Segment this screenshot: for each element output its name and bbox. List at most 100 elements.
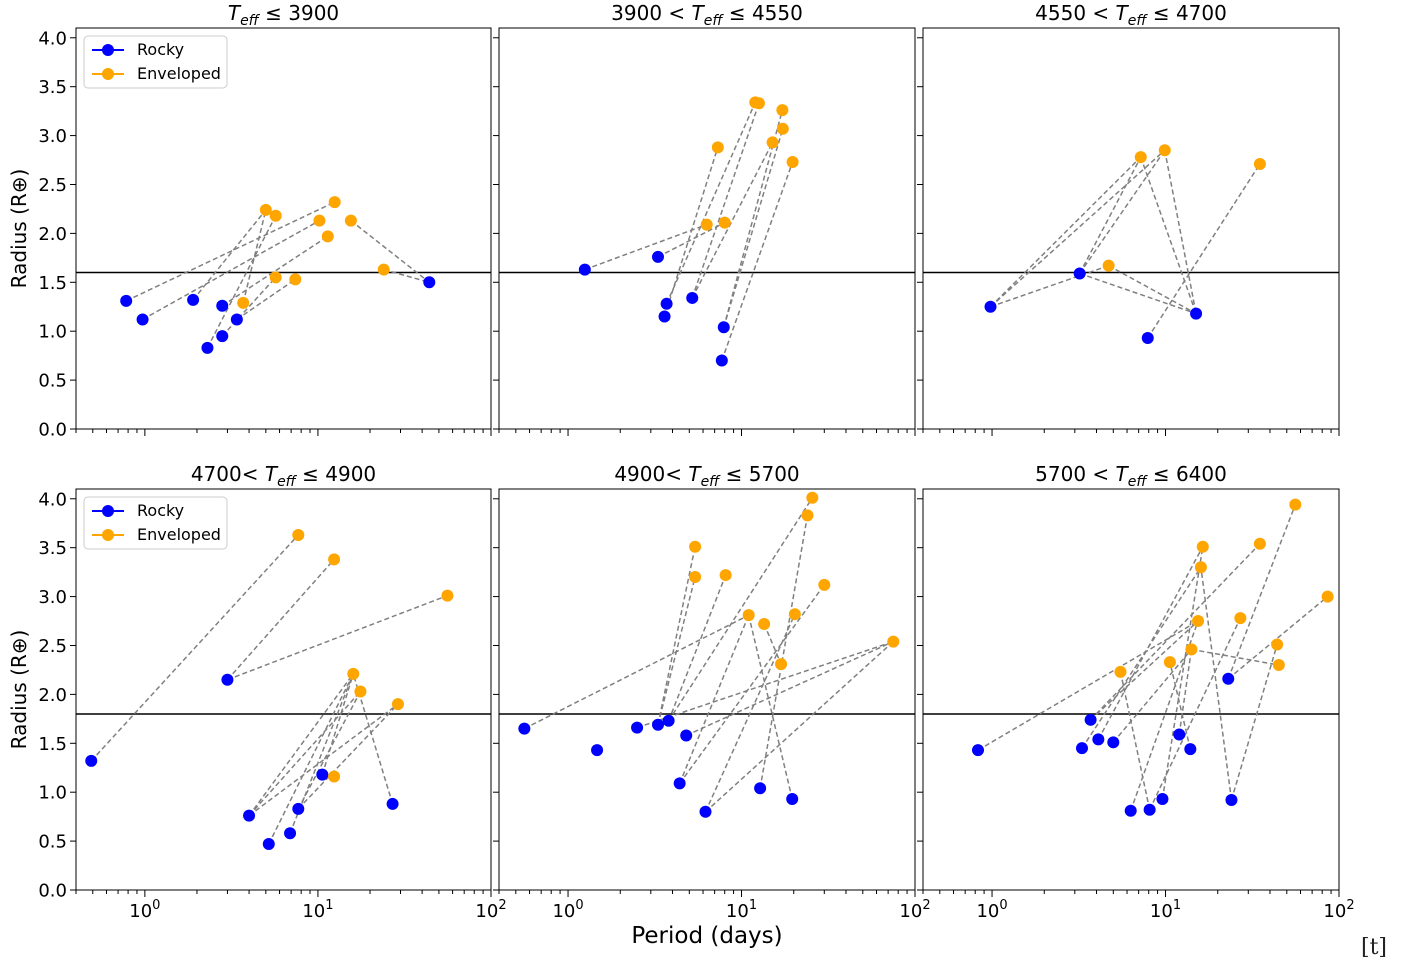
rocky-point [85, 754, 98, 767]
enveloped-point [1158, 144, 1171, 157]
enveloped-point [1253, 157, 1266, 170]
y-tick-label: 3.5 [38, 77, 67, 98]
panel-frame [922, 488, 1340, 891]
enveloped-point [766, 136, 779, 149]
legend-label: Enveloped [137, 64, 221, 83]
link-line [221, 235, 329, 307]
y-tick-label: 3.5 [38, 538, 67, 559]
link-line [1164, 150, 1197, 314]
x-axis-label: Period (days) [631, 923, 782, 949]
rocky-point [686, 291, 699, 304]
y-tick-label: 1.5 [38, 734, 67, 755]
panel-frame [922, 27, 1340, 430]
link-line [989, 156, 1142, 308]
x-tick-label: 100 [976, 898, 1007, 922]
link-line [125, 201, 336, 302]
x-tick-label: 101 [726, 898, 757, 922]
link-line [1112, 648, 1192, 743]
y-tick-label: 0.5 [38, 832, 67, 853]
rocky-point [673, 777, 686, 790]
rocky-point [243, 809, 256, 822]
enveloped-point [1321, 590, 1334, 603]
y-tick-label: 4.0 [38, 28, 67, 49]
link-line [763, 623, 782, 665]
legend-marker [102, 505, 114, 517]
enveloped-point [1234, 612, 1247, 625]
y-tick-label: 3.0 [38, 126, 67, 147]
link-line [678, 614, 750, 784]
rocky-point [578, 263, 591, 276]
link-line [1140, 156, 1197, 314]
y-axis-label: Radius (R⊕) [7, 169, 31, 289]
link-line [1178, 649, 1193, 735]
enveloped-point [711, 141, 724, 154]
link-line [759, 515, 809, 789]
link-line [685, 640, 894, 737]
rocky-point [221, 673, 234, 686]
enveloped-point [786, 155, 799, 168]
legend-marker [102, 529, 114, 541]
legend-marker [102, 68, 114, 80]
enveloped-point [788, 608, 801, 621]
panel-4: 0.0 0.5 1.0 1.5 2.0 2.5 3.0 3.5 4.0 100 101 102 4700… [7, 462, 507, 922]
enveloped-point [441, 589, 454, 602]
enveloped-point [719, 569, 732, 582]
link-line [1230, 644, 1278, 801]
panel-1: 0.0 0.5 1.0 1.5 2.0 2.5 3.0 3.5 4.0 Teff ≤ 3900 Ro… [7, 1, 492, 441]
enveloped-point [689, 540, 702, 553]
rocky-point [984, 300, 997, 313]
link-line [1191, 648, 1279, 666]
enveloped-point [1194, 561, 1207, 574]
legend-marker [102, 44, 114, 56]
legend-label: Rocky [137, 501, 184, 520]
rocky-point [187, 293, 200, 306]
rocky-point [699, 805, 712, 818]
rocky-point [1107, 736, 1120, 749]
y-tick-label: 0.5 [38, 371, 67, 392]
enveloped-point [328, 770, 341, 783]
enveloped-point [689, 571, 702, 584]
enveloped-point [801, 509, 814, 522]
rocky-point [1156, 793, 1169, 806]
link-line [990, 264, 1109, 308]
rocky-point [284, 827, 297, 840]
rocky-point [1225, 794, 1238, 807]
link-line [350, 220, 430, 283]
link-line [657, 221, 726, 258]
link-line [667, 497, 813, 722]
link-line [524, 614, 750, 730]
enveloped-point [1163, 656, 1176, 669]
enveloped-point [1253, 537, 1266, 550]
rocky-point [1092, 733, 1105, 746]
rocky-point [292, 802, 305, 815]
link-line [679, 584, 825, 784]
panel-title: 4700< Teff ≤ 4900 [191, 462, 376, 490]
y-tick-label: 2.5 [38, 175, 67, 196]
y-tick-label: 1.0 [38, 783, 67, 804]
rocky-point [1190, 307, 1203, 320]
link-line [657, 546, 696, 725]
y-tick-label: 4.0 [38, 489, 67, 510]
enveloped-point [776, 104, 789, 117]
link-line [1130, 620, 1199, 812]
link-line [1108, 265, 1197, 315]
x-tick-label: 102 [1323, 898, 1354, 922]
panel-title: 4550 < Teff ≤ 4700 [1035, 1, 1227, 29]
link-line [227, 594, 448, 681]
panel-5: 100 101 102 4900< Teff ≤ 5700 [493, 462, 931, 922]
x-tick-label: 100 [129, 898, 160, 922]
legend-label: Enveloped [137, 525, 221, 544]
enveloped-point [328, 553, 341, 566]
enveloped-point [758, 617, 771, 630]
enveloped-point [806, 491, 819, 504]
panel-2: 3900 < Teff ≤ 4550 [493, 1, 916, 436]
link-line [1161, 546, 1204, 800]
link-line [977, 620, 1199, 751]
rocky-point [1084, 713, 1097, 726]
x-tick-label: 100 [552, 898, 583, 922]
enveloped-point [752, 97, 765, 110]
rocky-point [651, 718, 664, 731]
link-line [1200, 567, 1233, 801]
enveloped-point [775, 658, 788, 671]
x-tick-label: 101 [302, 898, 333, 922]
